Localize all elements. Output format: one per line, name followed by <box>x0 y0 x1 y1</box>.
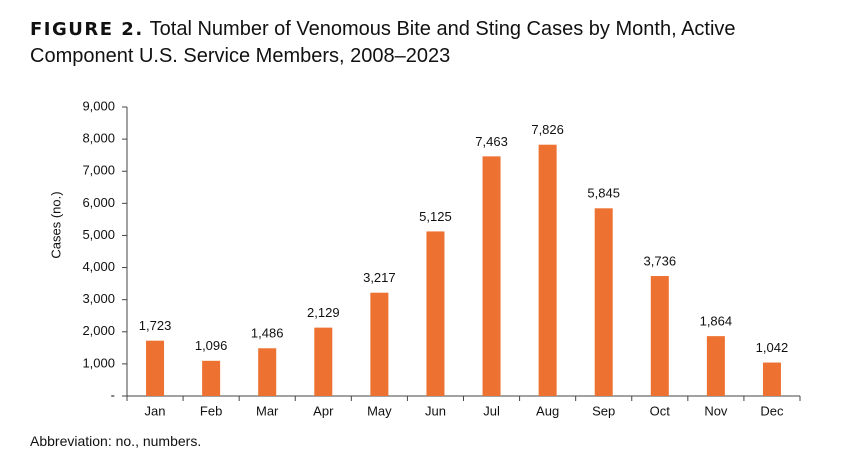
figure-label: FIGURE 2. <box>30 19 144 40</box>
value-label: 1,096 <box>195 338 228 353</box>
value-label: 3,217 <box>363 270 396 285</box>
y-tick-label: 7,000 <box>82 163 115 178</box>
x-tick-label: Jun <box>425 403 446 418</box>
value-label: 1,723 <box>139 318 172 333</box>
bar <box>538 144 557 396</box>
x-tick-label: Jul <box>483 403 500 418</box>
chart-title: Total Number of Venomous Bite and Sting … <box>30 18 736 67</box>
x-tick-label: Nov <box>704 403 728 418</box>
bar <box>762 362 781 396</box>
x-tick-label: Mar <box>256 403 279 418</box>
value-label: 1,486 <box>251 326 284 341</box>
value-label: 2,129 <box>307 305 340 320</box>
bar <box>146 340 165 396</box>
value-label: 7,463 <box>475 134 508 149</box>
y-tick-label: 4,000 <box>82 259 115 274</box>
value-label: 5,845 <box>587 186 620 201</box>
x-tick-label: May <box>367 403 392 418</box>
x-tick-label: Aug <box>536 403 559 418</box>
x-tick-label: Jan <box>145 403 166 418</box>
y-tick-label: 9,000 <box>82 98 115 113</box>
x-tick-label: Feb <box>200 403 222 418</box>
title-block: FIGURE 2. Total Number of Venomous Bite a… <box>30 16 840 69</box>
value-label: 1,864 <box>700 314 733 329</box>
chart: Cases (no.) - 1,000 2,000 3,000 4,000 5,000 6,… <box>48 98 801 418</box>
bar <box>426 231 445 396</box>
value-label: 7,826 <box>531 122 564 137</box>
y-tick-label: 2,000 <box>82 323 115 338</box>
x-tick-label: Apr <box>313 403 334 418</box>
bar <box>482 156 501 396</box>
value-label: 1,042 <box>756 340 789 355</box>
y-axis-label: Cases (no.) <box>48 191 63 258</box>
y-tick-label: 1,000 <box>82 355 115 370</box>
bar <box>370 292 389 396</box>
x-tick-label: Sep <box>592 403 615 418</box>
footnote: Abbreviation: no., numbers. <box>30 433 202 449</box>
x-tick-label: Dec <box>760 403 784 418</box>
bar <box>202 360 221 396</box>
bar <box>650 276 669 396</box>
y-tick-label: - <box>111 387 115 402</box>
y-tick-label: 5,000 <box>82 227 115 242</box>
value-label: 3,736 <box>644 253 677 268</box>
bar <box>258 348 277 396</box>
y-tick-label: 8,000 <box>82 131 115 146</box>
value-label: 5,125 <box>419 209 452 224</box>
x-tick-label: Oct <box>650 403 671 418</box>
y-tick-label: 6,000 <box>82 195 115 210</box>
y-tick-label: 3,000 <box>82 291 115 306</box>
bar <box>706 336 725 396</box>
bar <box>314 327 333 396</box>
bar <box>594 208 613 396</box>
